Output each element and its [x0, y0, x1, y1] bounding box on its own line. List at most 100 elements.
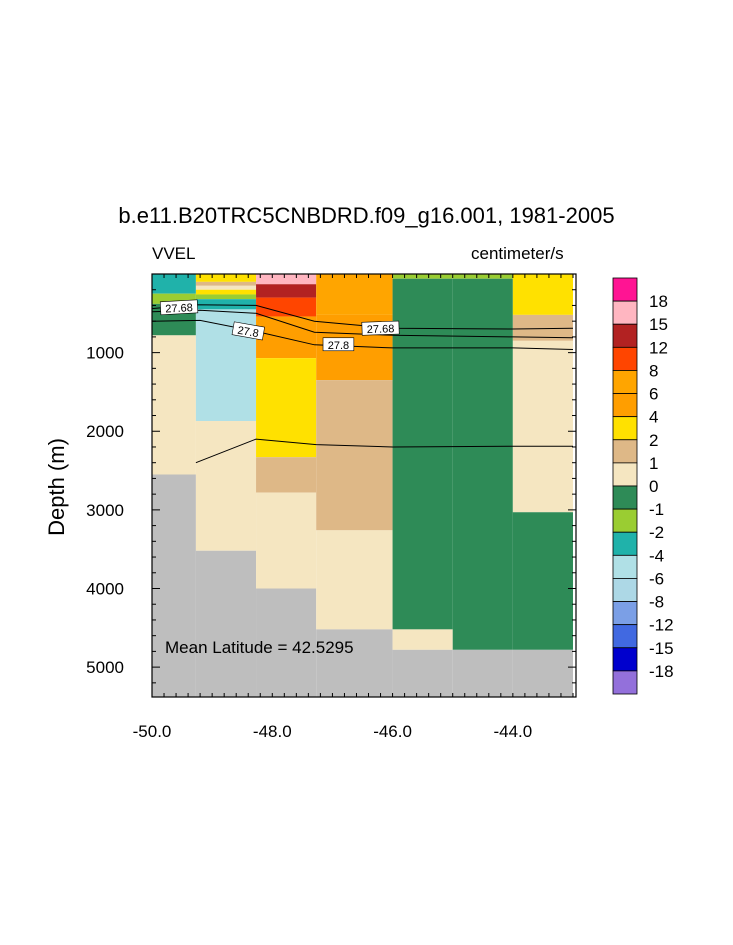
colorbar-swatch — [612, 624, 638, 649]
colorbar-label: -2 — [649, 523, 664, 542]
colorbar-swatch — [612, 323, 638, 348]
contour-labels: 27.68 27.68 27.8 27.8 — [159, 299, 400, 352]
colorbar: 18 15 12 8 6 4 2 1 0 -1 -2 -4 -6 -8 -12 -15 -18 — [612, 277, 674, 695]
x-tick-label: -44.0 — [493, 722, 532, 741]
data-cell — [316, 380, 393, 531]
colorbar-label: 4 — [649, 408, 658, 427]
data-cell — [195, 285, 257, 290]
colorbar-swatch — [612, 531, 638, 556]
y-tick-label: 5000 — [86, 658, 124, 677]
data-cell — [452, 649, 513, 697]
data-cell — [256, 588, 317, 697]
data-cell — [392, 278, 453, 630]
data-cell — [512, 274, 573, 315]
x-tick-label: -46.0 — [373, 722, 412, 741]
y-tick-label: 4000 — [86, 579, 124, 598]
data-cell — [316, 629, 393, 697]
colorbar-swatch — [612, 393, 638, 418]
units-label: centimeter/s — [471, 244, 564, 263]
y-tick-label: 2000 — [86, 422, 124, 441]
colorbar-swatch — [612, 578, 638, 602]
data-cell — [256, 297, 317, 317]
contour-line — [151, 319, 574, 350]
data-cell — [195, 550, 257, 697]
data-cell — [195, 281, 257, 286]
colorbar-label: 8 — [649, 361, 658, 380]
colorbar-swatch — [612, 370, 638, 394]
y-tick-labels: 1000 2000 3000 4000 5000 — [86, 344, 124, 677]
colorbar-label: 12 — [649, 338, 668, 357]
data-cell — [152, 274, 196, 294]
data-cell — [512, 314, 573, 341]
data-cell — [195, 299, 257, 310]
colorbar-swatch — [612, 439, 638, 464]
colorbar-swatch — [612, 601, 638, 626]
data-cell — [256, 457, 317, 493]
axis-ticks — [151, 273, 576, 697]
data-cell — [152, 474, 196, 697]
y-tick-label: 3000 — [86, 501, 124, 520]
svg-text:27.68: 27.68 — [165, 302, 193, 315]
colorbar-label: 6 — [649, 385, 658, 404]
data-cell — [256, 492, 317, 589]
colorbar-swatch — [612, 508, 638, 533]
chart-title: b.e11.B20TRC5CNBDRD.f09_g16.001, 1981-20… — [118, 203, 615, 228]
colorbar-swatch — [612, 416, 638, 441]
contour-line — [195, 438, 573, 464]
colorbar-swatch — [612, 462, 638, 487]
data-cell — [316, 274, 393, 315]
svg-text:27.8: 27.8 — [236, 325, 259, 341]
colorbar-label: 1 — [649, 454, 658, 473]
x-tick-label: -50.0 — [133, 722, 172, 741]
data-cell — [452, 274, 513, 279]
data-cell — [316, 530, 393, 630]
x-tick-label: -48.0 — [253, 722, 292, 741]
data-cell — [195, 289, 257, 295]
colorbar-label: -12 — [649, 616, 674, 635]
data-cell — [512, 340, 573, 513]
plot-frame — [151, 273, 577, 698]
colorbar-label: 0 — [649, 477, 658, 496]
colorbar-label: 18 — [649, 292, 668, 311]
data-cell — [256, 358, 317, 458]
colorbar-swatch — [612, 485, 638, 510]
contour-line — [151, 309, 574, 339]
variable-label: VVEL — [152, 244, 196, 263]
data-cell — [512, 649, 573, 697]
data-cell — [452, 278, 513, 650]
colorbar-swatch — [612, 647, 638, 672]
data-cell — [392, 649, 453, 697]
colorbar-label: -18 — [649, 662, 674, 681]
y-tick-label: 1000 — [86, 344, 124, 363]
contour-label: 27.8 — [322, 337, 355, 352]
colorbar-swatch — [612, 670, 638, 695]
contour-label: 27.68 — [159, 299, 199, 316]
data-cell — [195, 274, 257, 282]
data-cell — [152, 335, 196, 475]
colorbar-swatch — [612, 346, 638, 371]
data-cell — [392, 274, 453, 279]
y-axis-label: Depth (m) — [44, 438, 69, 536]
colorbar-label: -15 — [649, 639, 674, 658]
colorbar-label: 2 — [649, 431, 658, 450]
data-cell — [195, 421, 257, 551]
mean-latitude-annotation: Mean Latitude = 42.5295 — [165, 638, 354, 657]
colorbar-label: -8 — [649, 593, 664, 612]
colorbar-label: -6 — [649, 569, 664, 588]
contour-label: 27.68 — [361, 320, 400, 336]
svg-text:27.8: 27.8 — [328, 340, 349, 352]
colorbar-swatch — [612, 554, 638, 579]
svg-text:27.68: 27.68 — [367, 323, 395, 336]
data-cell — [256, 284, 317, 298]
data-cell — [392, 629, 453, 650]
colorbar-swatch — [612, 300, 638, 325]
data-cells — [152, 274, 573, 697]
data-cell — [195, 294, 257, 300]
contour-label: 27.8 — [231, 321, 265, 341]
data-cell — [152, 293, 196, 304]
x-tick-labels: -50.0 -48.0 -46.0 -44.0 — [133, 722, 533, 741]
data-cell — [512, 512, 573, 650]
colorbar-label: 15 — [649, 315, 668, 334]
colorbar-swatch — [612, 277, 638, 302]
